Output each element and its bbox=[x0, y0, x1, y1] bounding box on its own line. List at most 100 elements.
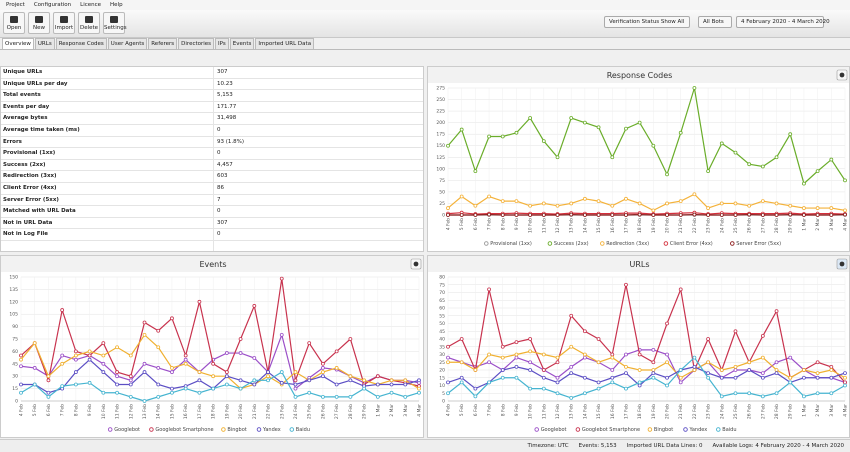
data-point bbox=[665, 352, 669, 357]
data-point bbox=[500, 375, 505, 380]
data-point bbox=[802, 394, 806, 399]
data-point bbox=[665, 321, 669, 326]
y-tick-label: 10 bbox=[439, 383, 445, 389]
data-point bbox=[582, 213, 587, 217]
data-point bbox=[678, 287, 683, 292]
series-line bbox=[21, 358, 420, 394]
data-point bbox=[446, 355, 450, 360]
data-point bbox=[348, 378, 353, 383]
toolbar-button[interactable]: Open bbox=[3, 12, 25, 34]
data-point bbox=[514, 375, 519, 380]
date-range[interactable]: 4 February 2020 - 4 March 2020 bbox=[736, 16, 830, 28]
data-point bbox=[238, 386, 243, 391]
toolbar-button[interactable]: New bbox=[28, 12, 50, 34]
data-point bbox=[128, 382, 133, 387]
tab[interactable]: IPs bbox=[215, 38, 229, 49]
series-line bbox=[447, 212, 846, 215]
data-point bbox=[637, 380, 642, 385]
y-tick-label: 275 bbox=[436, 86, 445, 92]
toolbar-button[interactable]: Import bbox=[53, 12, 75, 34]
data-point bbox=[46, 374, 51, 379]
series-line bbox=[447, 193, 846, 212]
tab[interactable]: Events bbox=[229, 38, 255, 49]
data-point bbox=[19, 353, 23, 358]
data-point bbox=[514, 130, 519, 135]
data-point bbox=[528, 360, 533, 365]
menu-item[interactable]: Configuration bbox=[33, 2, 72, 8]
data-point bbox=[307, 378, 312, 383]
tab[interactable]: Referers bbox=[148, 38, 178, 49]
data-point bbox=[473, 394, 478, 399]
data-point bbox=[403, 378, 408, 383]
data-point bbox=[73, 349, 78, 354]
y-tick-label: 15 bbox=[439, 375, 445, 381]
y-tick-label: 90 bbox=[12, 324, 18, 330]
data-point bbox=[733, 391, 738, 396]
data-point bbox=[692, 355, 697, 360]
x-tick-label: 2 Mar bbox=[389, 404, 395, 417]
legend-label: Googlebot bbox=[114, 427, 140, 433]
data-point bbox=[582, 352, 587, 357]
data-point bbox=[224, 370, 229, 374]
data-point bbox=[170, 390, 174, 395]
toolbar-button[interactable]: Settings bbox=[103, 12, 127, 34]
x-tick-label: 12 Feb bbox=[128, 404, 134, 419]
y-tick-label: 5 bbox=[442, 391, 445, 397]
x-tick-label: 26 Feb bbox=[320, 404, 326, 419]
y-tick-label: 125 bbox=[436, 155, 445, 161]
tab-bar: Overview URLs Response Codes User Agents Ref… bbox=[0, 38, 850, 50]
x-tick-label: 7 Feb bbox=[60, 404, 66, 416]
gear-icon bbox=[839, 72, 845, 78]
data-point bbox=[197, 370, 202, 374]
tab[interactable]: URLs bbox=[34, 38, 55, 49]
menu-item[interactable]: Licence bbox=[80, 2, 102, 8]
data-point bbox=[403, 394, 408, 399]
data-point bbox=[678, 368, 683, 372]
data-point bbox=[760, 199, 765, 204]
data-point bbox=[788, 203, 793, 208]
tab[interactable]: User Agents bbox=[107, 38, 148, 49]
tab[interactable]: Response Codes bbox=[55, 38, 107, 49]
data-point bbox=[142, 399, 147, 403]
cell-value: 93 (1.8%) bbox=[217, 138, 245, 145]
bots-filter[interactable]: All Bots bbox=[698, 16, 732, 28]
data-point bbox=[446, 143, 450, 148]
status-item: Timezone: UTC bbox=[527, 443, 569, 449]
data-point bbox=[156, 366, 161, 370]
menu-item[interactable]: Project bbox=[6, 2, 25, 8]
data-point bbox=[541, 368, 546, 372]
tab[interactable]: Imported URL Data bbox=[255, 38, 315, 49]
title-bar bbox=[428, 67, 849, 83]
data-point bbox=[514, 199, 519, 204]
data-point bbox=[293, 370, 298, 374]
tab[interactable]: Directories bbox=[178, 38, 215, 49]
data-point bbox=[815, 360, 820, 365]
data-point bbox=[774, 368, 779, 372]
data-point bbox=[142, 332, 147, 337]
x-tick-label: 1 Mar bbox=[375, 404, 381, 417]
data-point bbox=[211, 374, 216, 379]
data-point bbox=[665, 201, 669, 206]
data-point bbox=[788, 212, 793, 217]
x-tick-label: 4 Feb bbox=[19, 404, 25, 416]
toolbar-button[interactable]: Delete bbox=[78, 12, 100, 34]
data-point bbox=[446, 213, 450, 217]
legend-marker bbox=[547, 241, 553, 246]
cell-label: Redirection (3xx) bbox=[1, 171, 214, 182]
x-tick-label: 18 Feb bbox=[637, 218, 643, 233]
menu-item[interactable]: Help bbox=[110, 2, 123, 8]
legend-marker bbox=[716, 427, 721, 432]
data-point bbox=[774, 360, 779, 365]
data-point bbox=[19, 364, 23, 369]
data-point bbox=[555, 203, 560, 208]
verification-filter[interactable]: Verification Status Show All bbox=[604, 16, 690, 28]
data-point bbox=[733, 150, 738, 155]
table-row: Provisional (1xx) 0 bbox=[1, 148, 423, 160]
tab[interactable]: Overview bbox=[2, 38, 34, 49]
data-point bbox=[128, 378, 133, 383]
data-point bbox=[197, 390, 202, 395]
data-point bbox=[403, 382, 408, 387]
overview-table: Unique URLs 307 Unique URLs per day 10.23 To… bbox=[0, 66, 424, 252]
series-line bbox=[20, 333, 420, 390]
data-point bbox=[569, 344, 574, 349]
